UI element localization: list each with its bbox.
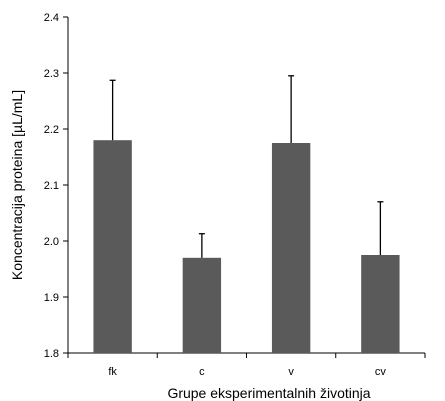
- x-axis: fk c v cv: [67, 352, 426, 378]
- x-tick-label: v: [288, 366, 294, 378]
- y-tick-label: 1.8: [44, 348, 59, 360]
- x-tick-label: fk: [108, 366, 117, 378]
- bar-c: [182, 257, 222, 353]
- y-tick-label: 2.4: [44, 12, 59, 24]
- x-tick-label: cv: [375, 366, 387, 378]
- y-axis-title: Koncentracija proteina [µL/mL]: [9, 90, 25, 280]
- bar-cv: [361, 255, 400, 353]
- x-tick-label: c: [199, 366, 205, 378]
- bar-fk: [93, 140, 132, 353]
- bars: [93, 140, 400, 353]
- y-tick-label: 2.0: [44, 236, 59, 248]
- y-tick-label: 1.9: [44, 292, 59, 304]
- y-tick-label: 2.2: [44, 124, 59, 136]
- y-tick-label: 2.3: [44, 68, 59, 80]
- bar-v: [271, 143, 311, 353]
- x-axis-title: Grupe eksperimentalnih životinja: [167, 385, 370, 401]
- error-bars: [109, 75, 384, 258]
- y-tick-label: 2.1: [44, 180, 59, 192]
- y-axis: 1.8 1.9 2.0 2.1 2.2 2.3 2.4: [44, 12, 69, 360]
